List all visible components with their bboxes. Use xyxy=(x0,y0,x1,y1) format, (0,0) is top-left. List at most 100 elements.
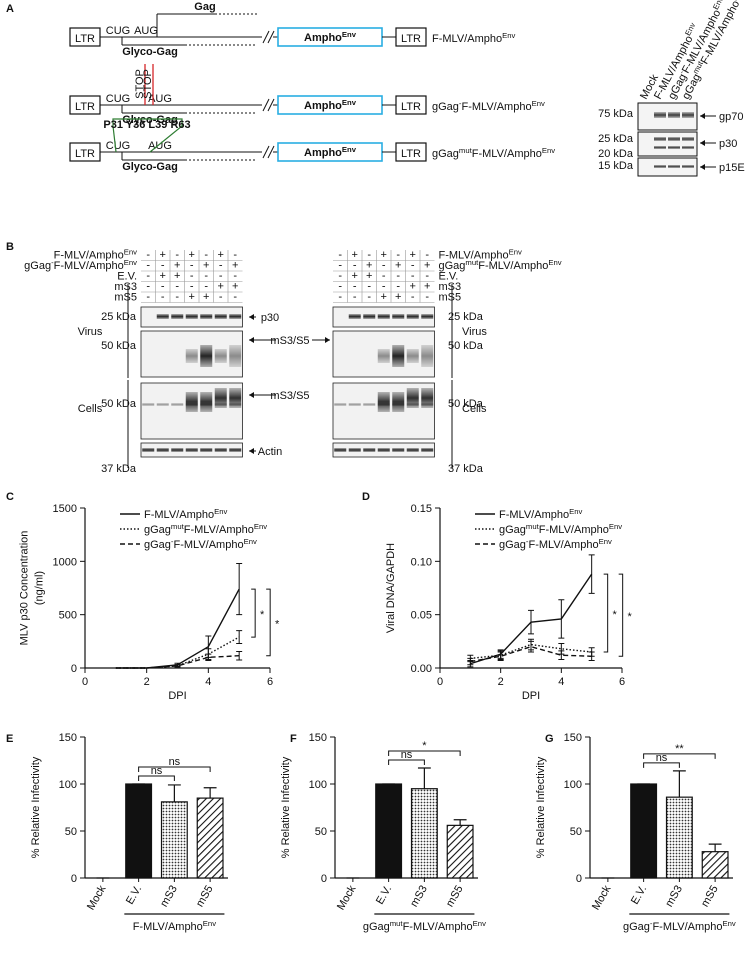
group-label-part: F-MLV/Ampho xyxy=(403,921,473,933)
row-label-part: F-MLV/Ampho xyxy=(54,260,124,272)
series-line xyxy=(470,645,592,663)
legend-label: gGagmutF-MLV/AmphoEnv xyxy=(144,522,267,537)
bar xyxy=(701,851,729,879)
x-tick-label: mS5 xyxy=(699,884,721,910)
cell-sign: - xyxy=(219,270,223,282)
band-label: mS3/S5 xyxy=(270,390,309,402)
construct-name-part: F-MLV/Ampho xyxy=(472,148,542,160)
blot-band xyxy=(421,314,434,319)
cell-sign: + xyxy=(218,249,224,261)
error-bar xyxy=(558,650,565,660)
x-tick-label: 2 xyxy=(498,676,504,688)
cell-sign: - xyxy=(204,281,208,293)
bar xyxy=(410,788,438,879)
significance-bracket xyxy=(643,753,716,759)
legend-label-part: mut xyxy=(171,522,185,531)
cell-sign: - xyxy=(382,260,386,272)
blot-band xyxy=(156,403,169,406)
row-label-part: gGag xyxy=(24,260,51,272)
blot-box xyxy=(637,131,698,157)
kda-marker: 37 kDa xyxy=(101,463,137,475)
legend-label-part: Env xyxy=(244,537,257,546)
blot-band xyxy=(214,349,227,363)
blot-band xyxy=(377,349,390,363)
cell-sign: - xyxy=(190,260,194,272)
legend-label-part: Env xyxy=(569,507,582,516)
row-label-part: E.V. xyxy=(117,271,137,283)
legend-label: gGag-F-MLV/AmphoEnv xyxy=(144,537,257,552)
row-label-part: F-MLV/Ampho xyxy=(478,260,548,272)
env-label: AmphoEnv xyxy=(304,30,357,45)
x-tick-label: 0 xyxy=(82,676,88,688)
cell-sign: + xyxy=(424,281,430,293)
legend-label-part: mut xyxy=(526,522,540,531)
cell-sign: + xyxy=(174,260,180,272)
bar xyxy=(630,783,658,879)
row-label-part: Env xyxy=(124,258,137,267)
error-bar xyxy=(588,554,595,594)
ltr-box xyxy=(395,142,427,162)
bar xyxy=(375,783,403,879)
mutation-bracket xyxy=(112,118,183,153)
cell-sign: + xyxy=(352,249,358,261)
blot-band xyxy=(156,448,169,452)
construct-name-part: Env xyxy=(542,146,555,155)
legend-label-part: Env xyxy=(599,537,612,546)
cell-sign: - xyxy=(190,281,194,293)
cell-sign: + xyxy=(232,281,238,293)
cell-sign: - xyxy=(161,260,165,272)
y-tick-label: 50 xyxy=(315,826,327,838)
cell-sign: + xyxy=(160,249,166,261)
blot-band xyxy=(200,345,213,367)
blot-band xyxy=(334,403,347,406)
construct-name-part: - xyxy=(459,99,462,108)
error-bar xyxy=(205,653,212,662)
construct-name-part: F-MLV/Ampho xyxy=(461,101,531,113)
env-label: AmphoEnv xyxy=(304,98,357,113)
error-bar xyxy=(453,819,467,826)
blot-band xyxy=(421,448,434,452)
construct-name: gGagmutF-MLV/AmphoEnv xyxy=(432,146,555,161)
kda-marker: 20 kDa xyxy=(598,148,634,160)
x-tick-label: mS5 xyxy=(444,884,466,910)
legend-label: gGagmutF-MLV/AmphoEnv xyxy=(499,522,622,537)
cell-sign: - xyxy=(233,270,237,282)
y-axis-label: % Relative Infectivity xyxy=(30,756,42,858)
arrow-head xyxy=(700,164,705,170)
kda-marker: 50 kDa xyxy=(448,340,484,352)
y-tick-label: 150 xyxy=(59,732,77,744)
error-whisker xyxy=(467,657,474,666)
significance-label: * xyxy=(275,618,280,630)
arrow-head xyxy=(249,448,254,454)
x-tick-label: mS3 xyxy=(408,884,430,910)
group-label-part: - xyxy=(650,919,653,928)
kda-marker: 50 kDa xyxy=(448,398,484,410)
bar xyxy=(446,824,474,879)
row-label-part: gGag xyxy=(439,260,466,272)
significance-bracket xyxy=(266,588,271,657)
env-label-part: Ampho xyxy=(304,32,342,44)
legend-label-part: F-MLV/Ampho xyxy=(539,524,609,536)
x-tick-label: Mock xyxy=(85,883,109,912)
y-tick-label: 100 xyxy=(309,779,327,791)
y-axis-label: % Relative Infectivity xyxy=(280,756,292,858)
panel-letter: C xyxy=(6,491,14,503)
cell-sign: - xyxy=(353,260,357,272)
blot-band xyxy=(654,137,666,141)
row-label-part: mS3 xyxy=(439,281,462,293)
x-tick-label: E.V. xyxy=(124,884,144,907)
blot-band xyxy=(406,448,419,452)
band-label: gp70 xyxy=(719,111,743,123)
significance-label: ns xyxy=(151,765,163,777)
x-axis-label: DPI xyxy=(168,690,186,702)
cug-label: CUG xyxy=(106,93,130,105)
legend-label-part: Env xyxy=(214,507,227,516)
construct-name-part: mut xyxy=(459,146,473,155)
legend-label-part: gGag xyxy=(144,524,171,536)
cell-sign: + xyxy=(381,249,387,261)
break-mark xyxy=(262,30,270,44)
cell-sign: - xyxy=(175,281,179,293)
aug-label: AUG xyxy=(148,93,172,105)
group-label-part: gGag xyxy=(623,921,650,933)
significance-bracket xyxy=(138,775,175,781)
